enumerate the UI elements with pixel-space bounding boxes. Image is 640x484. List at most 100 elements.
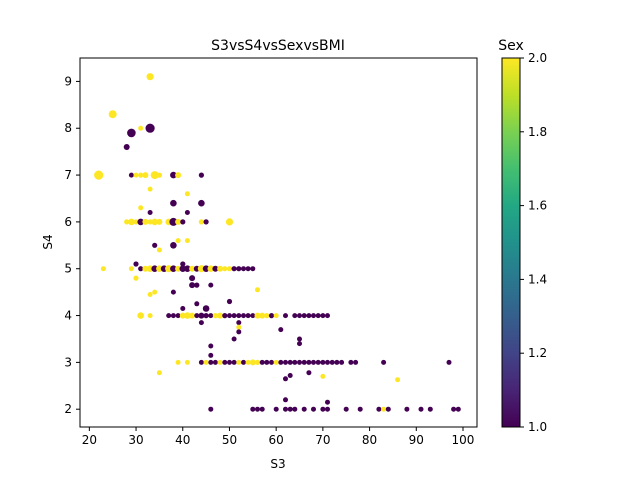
data-point — [189, 265, 196, 272]
data-point — [292, 359, 298, 365]
data-point — [156, 218, 163, 225]
data-point — [184, 191, 190, 197]
data-point — [94, 170, 104, 180]
data-point — [236, 313, 242, 319]
data-point — [138, 172, 144, 178]
y-axis-label: S4 — [41, 234, 55, 249]
x-tick-label: 60 — [269, 433, 284, 447]
data-point — [128, 172, 134, 178]
data-points — [94, 73, 461, 412]
data-point — [133, 219, 139, 225]
data-point — [255, 406, 260, 412]
data-point — [259, 359, 265, 365]
colorbar-tick-label: 2.0 — [528, 51, 547, 65]
y-tick-label: 4 — [64, 309, 72, 323]
data-point — [343, 406, 349, 412]
data-point — [207, 265, 215, 273]
colorbar-tick-label: 1.4 — [528, 272, 547, 286]
colorbar-tick-label: 1.2 — [528, 346, 547, 360]
data-point — [156, 265, 163, 273]
data-point — [241, 266, 246, 272]
data-point — [202, 265, 210, 273]
data-point — [189, 312, 196, 319]
data-point — [301, 313, 307, 319]
data-point — [245, 266, 251, 272]
y-tick-label: 9 — [64, 74, 72, 88]
data-point — [170, 313, 176, 319]
data-point — [217, 265, 224, 272]
data-point — [301, 406, 307, 412]
data-point — [198, 172, 204, 178]
data-point — [250, 313, 256, 319]
y-tick-label: 3 — [64, 355, 72, 369]
y-axis-ticks: 2 3 4 5 6 7 8 9 — [64, 74, 80, 416]
data-point — [137, 218, 144, 226]
data-point — [151, 218, 158, 226]
colorbar — [501, 57, 521, 428]
data-point — [208, 406, 214, 412]
data-point — [212, 313, 218, 319]
data-point — [418, 406, 424, 412]
data-point — [124, 219, 130, 225]
data-point — [175, 238, 181, 244]
data-point — [184, 359, 190, 365]
data-point — [357, 406, 363, 412]
data-point — [325, 359, 330, 365]
colorbar-tick-label: 1.8 — [528, 125, 547, 139]
colorbar-ticks: 1.0 1.2 1.4 1.6 1.8 2.0 — [520, 51, 547, 434]
data-point — [198, 320, 204, 326]
data-point — [283, 376, 288, 382]
data-point — [273, 359, 279, 365]
data-point — [142, 218, 149, 225]
data-point — [138, 205, 144, 211]
data-point — [198, 312, 205, 319]
data-point — [385, 406, 391, 412]
data-point — [404, 406, 410, 412]
y-tick-label: 8 — [64, 121, 72, 135]
data-point — [287, 406, 293, 412]
data-point — [147, 219, 153, 225]
data-point — [194, 313, 200, 319]
data-point — [225, 218, 234, 226]
data-point — [231, 336, 237, 342]
data-point — [231, 359, 237, 365]
data-point — [194, 301, 200, 307]
data-point — [381, 359, 387, 365]
data-point — [138, 125, 144, 131]
data-point — [222, 266, 228, 272]
x-tick-label: 20 — [82, 433, 97, 447]
data-point — [156, 247, 162, 253]
data-point — [217, 312, 224, 319]
data-point — [170, 265, 177, 273]
data-point — [184, 210, 190, 215]
data-point — [292, 406, 298, 412]
data-point — [217, 359, 223, 365]
data-point — [175, 172, 182, 179]
data-point — [222, 359, 228, 365]
data-point — [320, 359, 326, 365]
y-tick-label: 5 — [64, 262, 72, 276]
data-point — [170, 242, 177, 249]
data-point — [203, 219, 209, 225]
data-point — [306, 313, 312, 319]
data-point — [128, 266, 134, 272]
data-point — [166, 313, 172, 319]
data-point — [212, 265, 219, 272]
data-point — [259, 406, 265, 412]
data-point — [156, 172, 162, 178]
data-point — [264, 313, 270, 319]
data-point — [137, 312, 144, 319]
data-point — [278, 359, 284, 365]
data-point — [231, 313, 237, 319]
plot-frame — [79, 57, 478, 428]
x-tick-label: 100 — [452, 433, 475, 447]
data-point — [108, 110, 117, 119]
data-point — [297, 341, 302, 347]
data-point — [236, 266, 242, 272]
data-point — [226, 266, 233, 272]
data-point — [145, 123, 155, 133]
data-point — [133, 261, 139, 267]
data-point — [175, 313, 181, 319]
data-point — [236, 324, 242, 330]
